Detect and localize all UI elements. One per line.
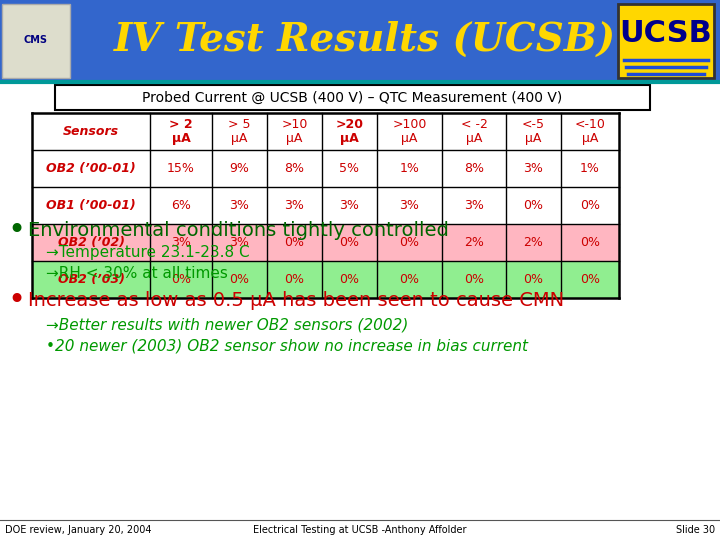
Text: 0%: 0% <box>523 199 544 212</box>
Bar <box>618 4 714 78</box>
Text: Slide 30: Slide 30 <box>676 525 715 535</box>
Bar <box>32 261 619 298</box>
Text: Sensors: Sensors <box>63 125 119 138</box>
Text: 15%: 15% <box>167 162 195 175</box>
Text: μA: μA <box>582 132 598 145</box>
Text: 3%: 3% <box>464 199 484 212</box>
Bar <box>0 0 720 80</box>
Text: > 2: > 2 <box>169 118 193 131</box>
Text: 0%: 0% <box>464 273 484 286</box>
Text: μA: μA <box>401 132 418 145</box>
Text: 3%: 3% <box>284 199 305 212</box>
Bar <box>32 150 619 187</box>
Text: μA: μA <box>171 132 190 145</box>
Text: Environmental conditions tightly controlled: Environmental conditions tightly control… <box>28 220 449 240</box>
Text: OB2 (’00-01): OB2 (’00-01) <box>46 162 136 175</box>
Text: →RH < 30% at all times: →RH < 30% at all times <box>46 266 228 280</box>
Text: > 5: > 5 <box>228 118 251 131</box>
Text: CMS: CMS <box>24 35 48 45</box>
Text: μA: μA <box>526 132 541 145</box>
Bar <box>2 4 70 78</box>
Text: 0%: 0% <box>580 273 600 286</box>
Text: < -2: < -2 <box>461 118 487 131</box>
Text: 0%: 0% <box>580 236 600 249</box>
Text: 0%: 0% <box>340 273 359 286</box>
Bar <box>32 224 619 261</box>
Text: UCSB: UCSB <box>620 18 712 48</box>
Text: OB2 (’03): OB2 (’03) <box>58 273 125 286</box>
Bar <box>55 85 650 110</box>
Text: 5%: 5% <box>340 162 359 175</box>
Text: DOE review, January 20, 2004: DOE review, January 20, 2004 <box>5 525 151 535</box>
Text: OB1 (’00-01): OB1 (’00-01) <box>46 199 136 212</box>
Text: >10: >10 <box>282 118 307 131</box>
Text: 3%: 3% <box>400 199 420 212</box>
Text: 0%: 0% <box>171 273 191 286</box>
Text: 3%: 3% <box>171 236 191 249</box>
Text: μA: μA <box>466 132 482 145</box>
Bar <box>32 187 619 224</box>
Text: 0%: 0% <box>400 273 420 286</box>
Text: •: • <box>7 215 25 245</box>
Text: 0%: 0% <box>400 236 420 249</box>
Text: >100: >100 <box>392 118 427 131</box>
Text: <-5: <-5 <box>522 118 545 131</box>
Text: 3%: 3% <box>523 162 544 175</box>
Text: 1%: 1% <box>580 162 600 175</box>
Text: 0%: 0% <box>523 273 544 286</box>
Text: 8%: 8% <box>464 162 484 175</box>
Text: →Temperature 23.1-23.8 C: →Temperature 23.1-23.8 C <box>46 246 250 260</box>
Text: 1%: 1% <box>400 162 420 175</box>
Text: μA: μA <box>231 132 248 145</box>
Text: 0%: 0% <box>284 273 305 286</box>
Text: 2%: 2% <box>464 236 484 249</box>
Text: IV Test Results (UCSB): IV Test Results (UCSB) <box>114 21 616 59</box>
Text: 2%: 2% <box>523 236 544 249</box>
Text: 8%: 8% <box>284 162 305 175</box>
Text: 0%: 0% <box>580 199 600 212</box>
Text: 0%: 0% <box>284 236 305 249</box>
Text: •: • <box>7 286 25 314</box>
Text: Probed Current @ UCSB (400 V) – QTC Measurement (400 V): Probed Current @ UCSB (400 V) – QTC Meas… <box>142 91 562 105</box>
Text: Electrical Testing at UCSB -Anthony Affolder: Electrical Testing at UCSB -Anthony Affo… <box>253 525 467 535</box>
Text: 0%: 0% <box>340 236 359 249</box>
Text: μA: μA <box>340 132 359 145</box>
Text: 3%: 3% <box>230 199 249 212</box>
Text: μA: μA <box>287 132 302 145</box>
Bar <box>32 113 619 150</box>
Text: 3%: 3% <box>230 236 249 249</box>
Text: 0%: 0% <box>230 273 250 286</box>
Text: Increase as low as 0.5 μA has been seen to cause CMN: Increase as low as 0.5 μA has been seen … <box>28 291 564 309</box>
Text: 9%: 9% <box>230 162 249 175</box>
Text: •20 newer (2003) OB2 sensor show no increase in bias current: •20 newer (2003) OB2 sensor show no incr… <box>46 339 528 354</box>
Text: OB2 (’02): OB2 (’02) <box>58 236 125 249</box>
Text: 6%: 6% <box>171 199 191 212</box>
Text: →Better results with newer OB2 sensors (2002): →Better results with newer OB2 sensors (… <box>46 318 408 333</box>
Text: <-10: <-10 <box>575 118 606 131</box>
Text: >20: >20 <box>336 118 364 131</box>
Text: 3%: 3% <box>340 199 359 212</box>
